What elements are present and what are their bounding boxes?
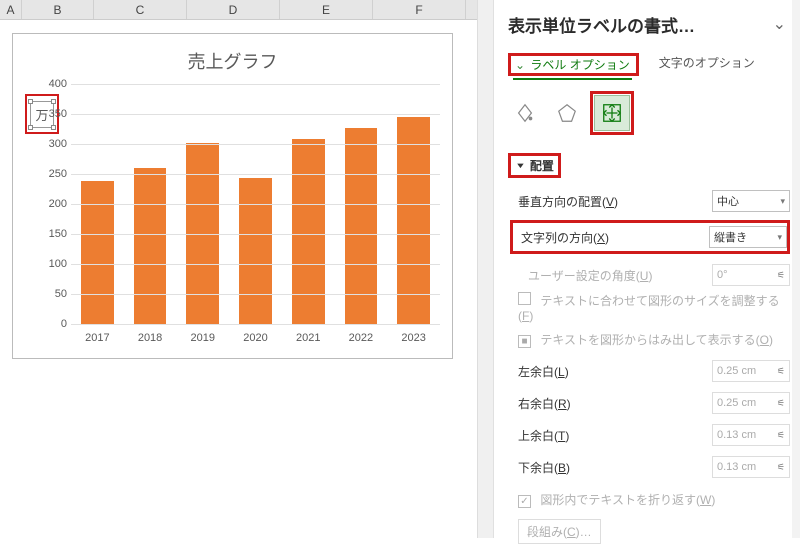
y-tick-label: 300: [39, 138, 67, 150]
panel-title: 表示単位ラベルの書式…: [508, 12, 695, 37]
fill-icon[interactable]: [508, 96, 542, 130]
gridline: [71, 144, 440, 145]
y-tick-label: 50: [39, 288, 67, 300]
gridline: [71, 264, 440, 265]
y-tick-label: 0: [39, 318, 67, 330]
y-tick-label: 400: [39, 78, 67, 90]
selection-handle[interactable]: [51, 125, 56, 130]
label-margin-left: 左余白(L): [518, 363, 569, 380]
row-margin-top: 上余白(T) 0.13 cm⚟: [518, 422, 790, 448]
input-margin-top: 0.13 cm⚟: [712, 424, 790, 446]
row-columns: 段組み(C)…: [518, 518, 790, 544]
row-margin-left: 左余白(L) 0.25 cm⚟: [518, 358, 790, 384]
gridline: [71, 204, 440, 205]
x-tick-label: 2020: [243, 332, 267, 344]
selection-handle[interactable]: [51, 99, 56, 104]
row-overflow-text: ■ テキストを図形からはみ出して表示する(O): [518, 326, 790, 352]
col-header-b[interactable]: B: [22, 0, 94, 19]
section-alignment[interactable]: ▼ 配置: [508, 153, 790, 178]
panel-tabs: ⌄ ラベル オプション 文字のオプション: [508, 50, 790, 79]
dropdown-vertical-align[interactable]: 中心▾: [712, 190, 790, 212]
chart-bar[interactable]: [239, 178, 272, 324]
col-header-e[interactable]: E: [280, 0, 373, 19]
label-margin-top: 上余白(T): [518, 427, 569, 444]
label-margin-bottom: 下余白(B): [518, 459, 570, 476]
x-tick-label: 2019: [191, 332, 215, 344]
selection-handle[interactable]: [28, 99, 33, 104]
y-tick-label: 150: [39, 228, 67, 240]
gridline: [71, 84, 440, 85]
label-overflow-text: ■ テキストを図形からはみ出して表示する(O): [518, 331, 773, 348]
chart-title[interactable]: 売上グラフ: [13, 48, 452, 74]
dropdown-text-direction[interactable]: 縦書き▾: [709, 226, 787, 248]
checkbox-wrap-text: ✓: [518, 495, 531, 508]
input-margin-left: 0.25 cm⚟: [712, 360, 790, 382]
column-headers: A B C D E F: [0, 0, 477, 20]
collapse-panel-icon[interactable]: ⌄: [769, 10, 790, 38]
col-header-a[interactable]: A: [0, 0, 22, 19]
row-text-direction: 文字列の方向(X) 縦書き▾: [510, 220, 790, 254]
row-vertical-align: 垂直方向の配置(V) 中心▾: [518, 188, 790, 214]
columns-button: 段組み(C)…: [518, 519, 601, 544]
chevron-down-icon: ⌄: [515, 58, 525, 72]
checkbox-overflow-text: ■: [518, 335, 531, 348]
effects-icon[interactable]: [550, 96, 584, 130]
row-margin-right: 右余白(R) 0.25 cm⚟: [518, 390, 790, 416]
col-header-f[interactable]: F: [373, 0, 466, 19]
row-resize-shape: テキストに合わせて図形のサイズを調整する(F): [518, 294, 790, 320]
spreadsheet-area: A B C D E F 売上グラフ 万 05010015020025030035…: [0, 0, 477, 538]
format-panel: 表示単位ラベルの書式… ⌄ ⌄ ラベル オプション 文字のオプション: [493, 0, 800, 538]
tab-text-options[interactable]: 文字のオプション: [657, 50, 757, 79]
y-tick-label: 100: [39, 258, 67, 270]
y-tick-label: 200: [39, 198, 67, 210]
x-tick-label: 2023: [401, 332, 425, 344]
format-option-icons: [508, 91, 790, 135]
label-margin-right: 右余白(R): [518, 395, 571, 412]
gridline: [71, 114, 440, 115]
size-properties-icon[interactable]: [595, 96, 629, 130]
label-wrap-text: ✓ 図形内でテキストを折り返す(W): [518, 491, 715, 508]
x-tick-label: 2022: [349, 332, 373, 344]
vertical-scrollbar[interactable]: [477, 0, 493, 538]
chart-bar[interactable]: [81, 181, 114, 324]
selection-handle[interactable]: [28, 125, 33, 130]
row-wrap-text: ✓ 図形内でテキストを折り返す(W): [518, 486, 790, 512]
tab-label-options[interactable]: ⌄ ラベル オプション: [513, 54, 632, 80]
col-header-d[interactable]: D: [187, 0, 280, 19]
gridline: [71, 234, 440, 235]
chevron-down-icon: ▼: [515, 161, 526, 169]
x-tick-label: 2017: [85, 332, 109, 344]
col-header-c[interactable]: C: [94, 0, 187, 19]
label-custom-angle: ユーザー設定の角度(U): [528, 267, 652, 284]
label-vertical-align: 垂直方向の配置(V): [518, 193, 618, 210]
gridline: [71, 324, 440, 325]
y-tick-label: 350: [39, 108, 67, 120]
chart[interactable]: 売上グラフ 万 05010015020025030035040020172018…: [12, 33, 453, 359]
input-custom-angle: 0°⚟: [712, 264, 790, 286]
panel-scrollbar[interactable]: [792, 0, 800, 538]
label-resize-shape: テキストに合わせて図形のサイズを調整する(F): [518, 292, 790, 323]
gridline: [71, 174, 440, 175]
chart-plot-area[interactable]: 0501001502002503003504002017201820192020…: [71, 84, 440, 324]
chart-bar[interactable]: [134, 168, 167, 324]
y-tick-label: 250: [39, 168, 67, 180]
input-margin-right: 0.25 cm⚟: [712, 392, 790, 414]
input-margin-bottom: 0.13 cm⚟: [712, 456, 790, 478]
row-margin-bottom: 下余白(B) 0.13 cm⚟: [518, 454, 790, 480]
checkbox-resize-shape: [518, 292, 531, 305]
x-tick-label: 2021: [296, 332, 320, 344]
chart-bar[interactable]: [292, 139, 325, 324]
row-custom-angle: ユーザー設定の角度(U) 0°⚟: [518, 262, 790, 288]
gridline: [71, 294, 440, 295]
label-text-direction: 文字列の方向(X): [521, 229, 609, 246]
chart-bar[interactable]: [397, 117, 430, 324]
x-tick-label: 2018: [138, 332, 162, 344]
